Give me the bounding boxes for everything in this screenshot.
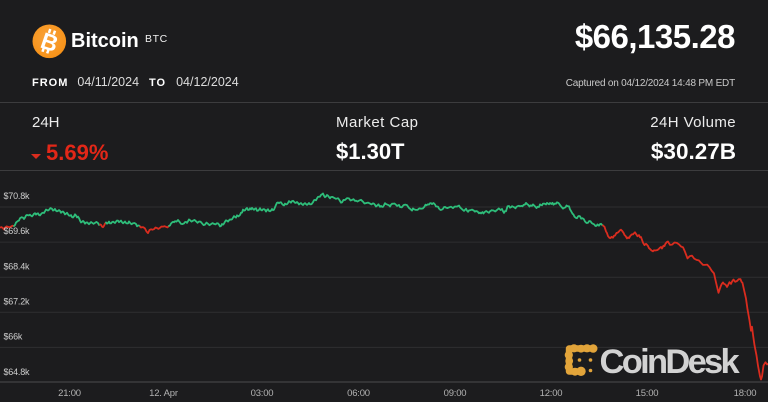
- svg-text:15:00: 15:00: [636, 388, 659, 399]
- svg-text:09:00: 09:00: [444, 388, 467, 399]
- svg-text:$70.8k: $70.8k: [4, 191, 31, 201]
- svg-text:$66k: $66k: [4, 332, 23, 342]
- svg-text:18:00: 18:00: [734, 388, 757, 399]
- svg-text:12:00: 12:00: [540, 388, 563, 399]
- svg-text:12. Apr: 12. Apr: [149, 388, 178, 399]
- svg-text:CoinDesk: CoinDesk: [600, 343, 741, 381]
- svg-text:$68.4k: $68.4k: [4, 261, 31, 271]
- svg-text:$64.8k: $64.8k: [4, 367, 31, 377]
- svg-text:06:00: 06:00: [347, 388, 370, 399]
- svg-text:21:00: 21:00: [58, 388, 81, 399]
- svg-text:$69.6k: $69.6k: [4, 226, 31, 236]
- svg-text:03:00: 03:00: [251, 388, 274, 399]
- svg-text:$67.2k: $67.2k: [4, 297, 31, 307]
